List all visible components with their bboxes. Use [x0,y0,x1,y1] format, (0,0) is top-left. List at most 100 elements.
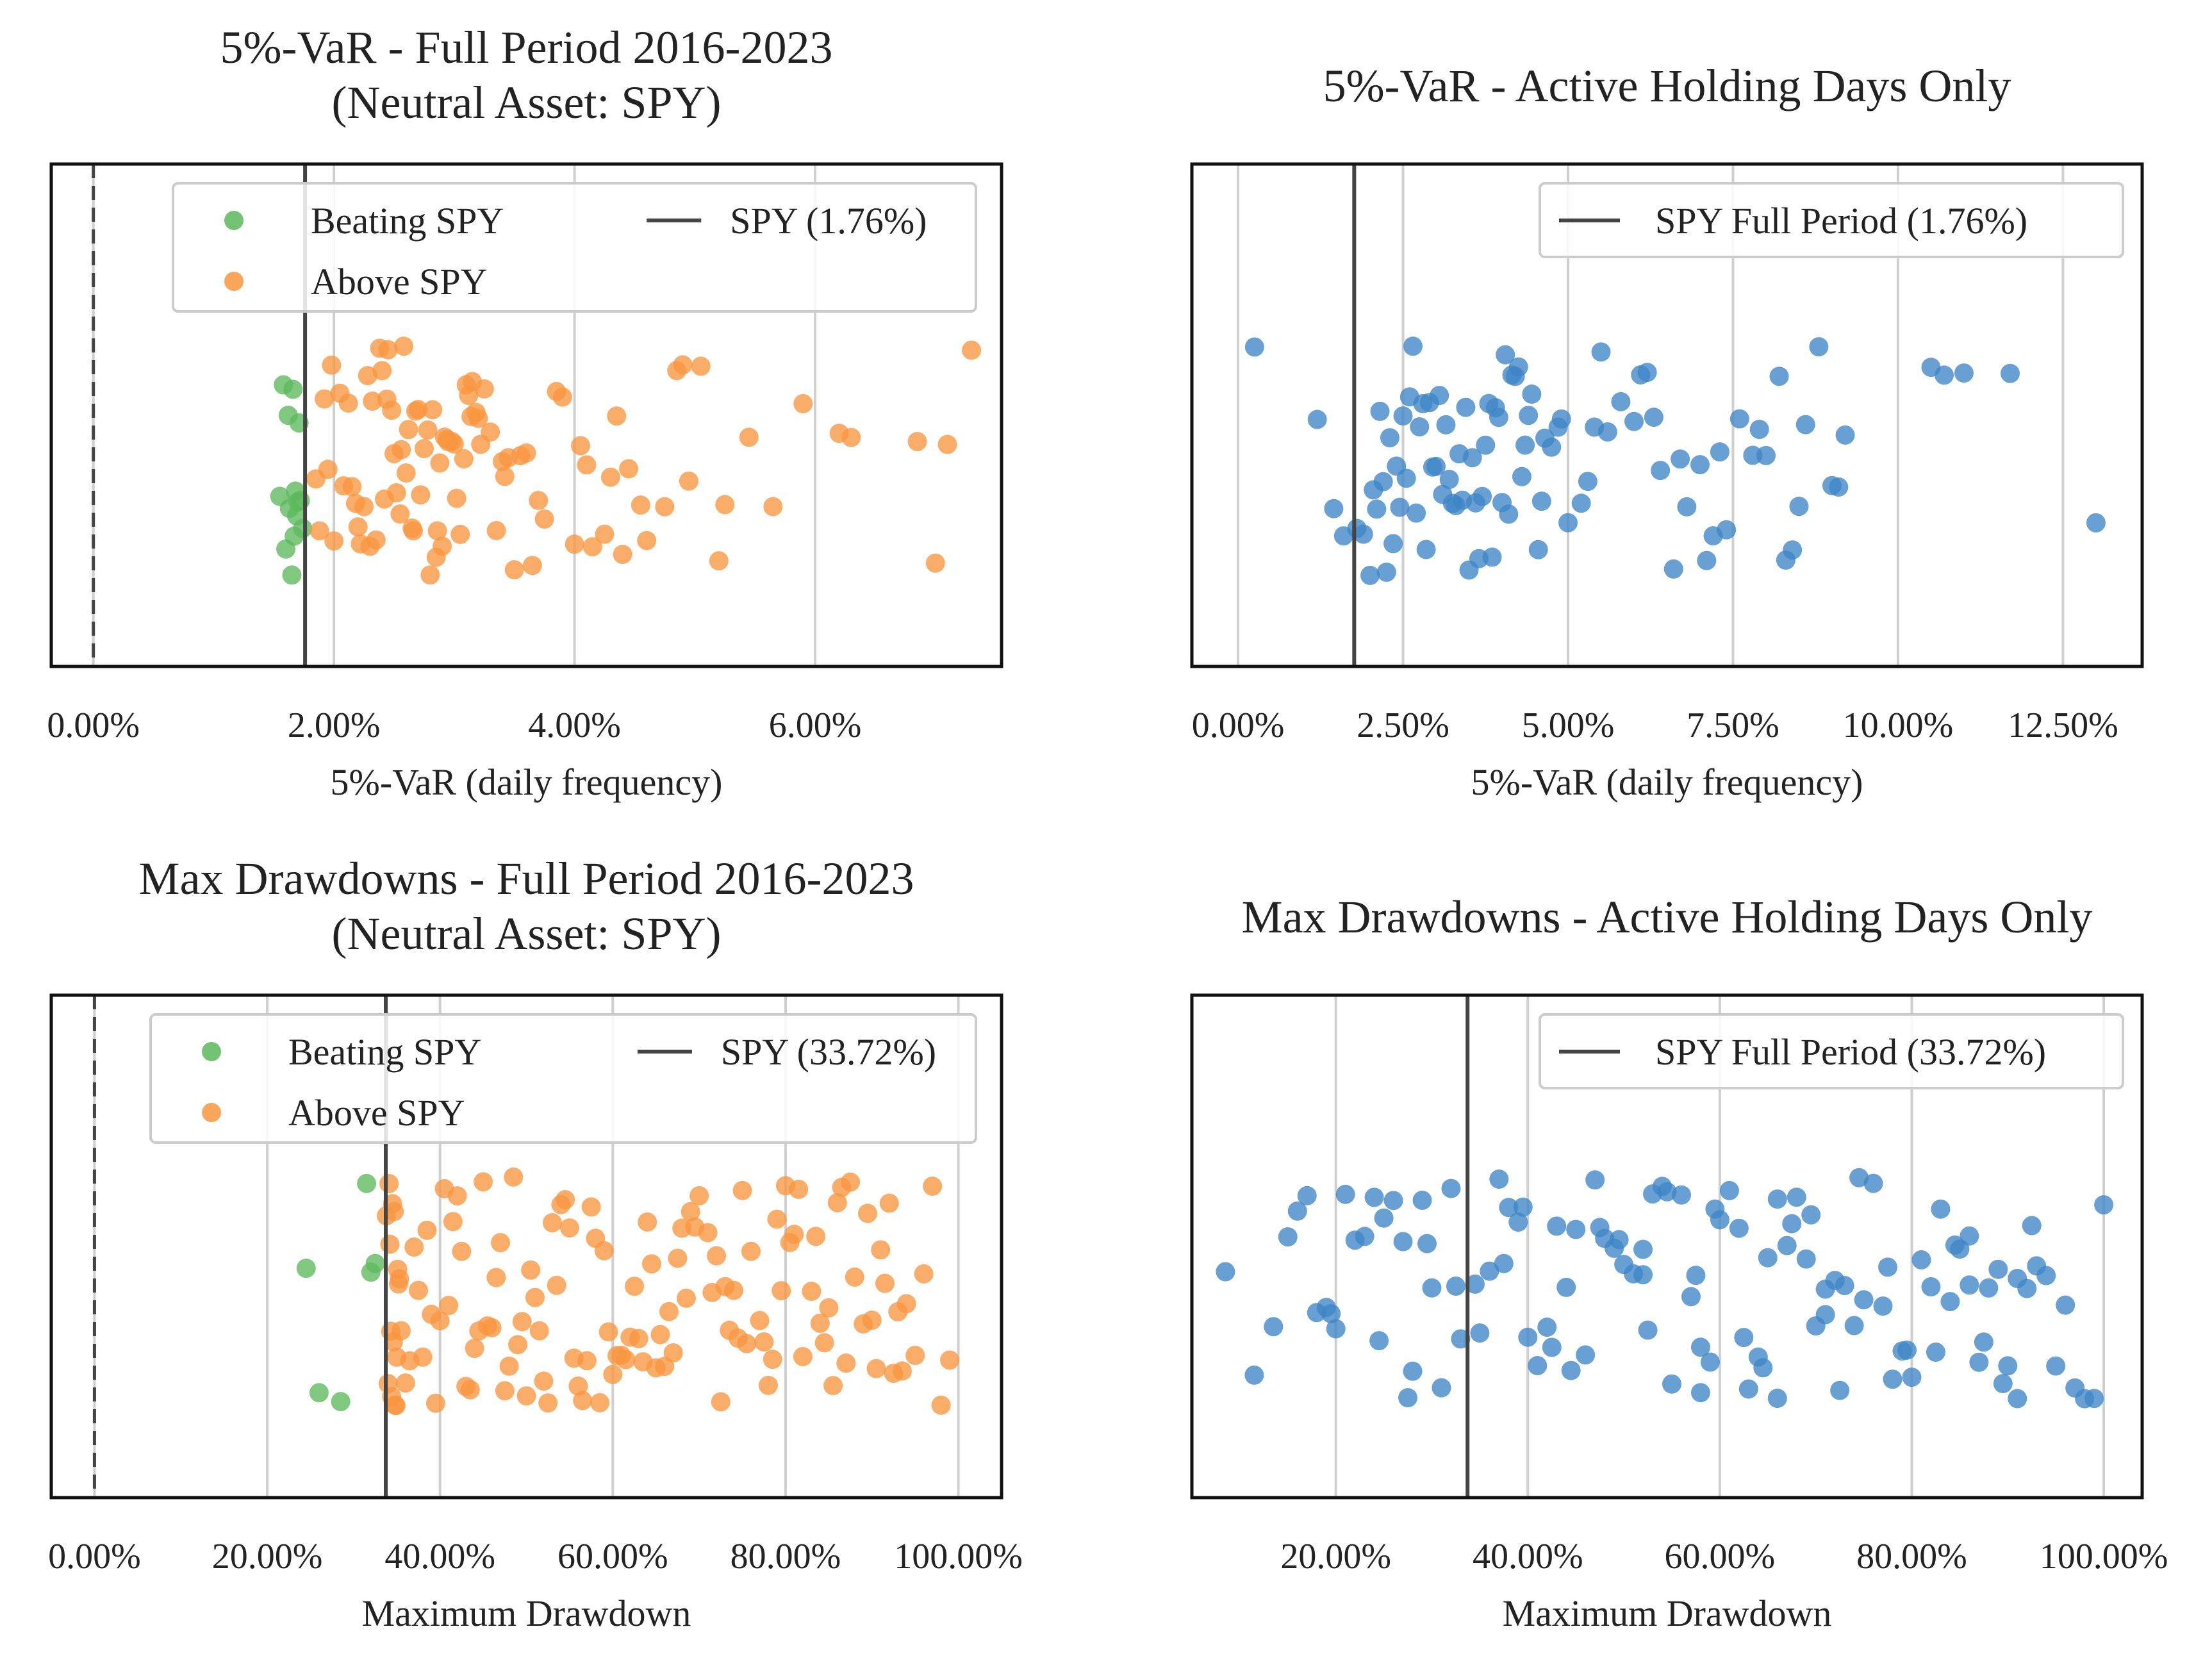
scatter-point [486,520,506,540]
scatter-point [1355,1227,1374,1246]
scatter-point [1393,406,1413,426]
scatter-point [1686,1266,1706,1286]
scatter-point [1710,442,1729,462]
scatter-point [1496,345,1515,365]
scatter-point [491,1233,511,1253]
scatter-point [465,1338,484,1358]
scatter-point [452,1241,472,1261]
scatter-point [459,385,479,405]
scatter-point [1449,444,1469,464]
scatter-point [538,1393,558,1413]
scatter-point [763,497,783,517]
x-tick-label: 0.00% [48,1537,141,1576]
scatter-point [1878,1257,1898,1277]
scatter-point [827,1193,847,1212]
scatter-point [395,1373,415,1393]
scatter-point [1993,1374,2013,1394]
chart-title-line: 5%-VaR - Active Holding Days Only [1323,60,2011,112]
scatter-point [1633,1265,1653,1285]
scatter-point [1499,1198,1519,1218]
scatter-point [1776,550,1795,570]
scatter-point [1519,406,1539,426]
scatter-point [338,393,358,413]
scatter-point [1998,1356,2018,1376]
scatter-point [404,521,424,541]
scatter-point [1459,560,1479,580]
scatter-point [1399,387,1419,407]
scatter-point [1508,1212,1528,1232]
scatter-point [577,455,597,475]
scatter-point [1590,1218,1610,1237]
scatter-point [1717,520,1737,540]
scatter-point [1376,562,1396,582]
scatter-point [1489,1169,1509,1189]
scatter-point [1911,1250,1931,1269]
scatter-point [1571,493,1591,513]
scatter-point [1264,1317,1283,1337]
scatter-point [504,560,524,580]
x-tick-label: 100.00% [894,1537,1023,1576]
scatter-point [1789,497,1809,517]
legend: SPY Full Period (1.76%) [1539,182,2124,258]
scatter-point [1638,1320,1658,1340]
scatter-point [516,1386,536,1406]
scatter-point [1364,480,1383,500]
legend-label: Above SPY [288,1092,465,1134]
legend: Beating SPY Above SPY SPY (33.72%) [149,1013,977,1144]
scatter-point [1835,425,1855,445]
scatter-point [907,432,927,452]
scatter-point [1335,1184,1355,1204]
x-tick-label: 5.00% [1522,706,1615,745]
scatter-point [379,1173,399,1193]
scatter-point [802,1282,821,1302]
scatter-point [925,553,945,573]
scatter-point [1537,1318,1557,1337]
legend-marker [202,1042,221,1061]
scatter-point [1353,524,1373,544]
scatter-point [594,1241,614,1261]
scatter-point [866,1359,886,1378]
scatter-point [715,495,735,515]
legend-label: SPY (33.72%) [721,1031,936,1073]
scatter-point [322,355,342,375]
scatter-point [1512,467,1531,486]
scatter-point [1926,1343,1945,1362]
scatter-point [631,495,650,515]
scatter-point [1960,1226,1979,1246]
scatter-point [525,1287,545,1307]
scatter-point [1657,1182,1677,1202]
scatter-point [767,1209,787,1229]
x-axis-label: Maximum Drawdown [362,1592,691,1634]
plot-frame [49,993,1003,1500]
scatter-point [1419,393,1439,413]
scatter-point [1749,420,1769,440]
scatter-point [358,366,377,386]
scatter-point [443,1212,463,1232]
scatter-point [1360,565,1380,585]
scatter-point [1671,1185,1691,1205]
scatter-point [1690,455,1710,475]
scatter-point [351,534,370,554]
x-tick-label: 20.00% [212,1537,323,1576]
scatter-point [542,1213,562,1233]
scatter-point [810,1313,830,1333]
scatter-point [296,1259,316,1278]
scatter-point [1700,1352,1720,1372]
scatter-point [418,420,438,440]
scatter-point [1844,1316,1864,1335]
chart-title-line: Max Drawdowns - Full Period 2016-2023 [139,853,914,904]
scatter-point [754,1332,774,1352]
x-tick-label: 40.00% [1473,1537,1583,1576]
scatter-point [2094,1195,2114,1215]
scatter-point [1522,384,1542,404]
scatter-point [377,389,397,409]
chart-panel-3: Max Drawdowns - Full Period 2016-2023(Ne… [48,853,1023,1634]
scatter-point [1753,1358,1773,1378]
scatter-point [1422,1278,1442,1298]
scatter-point [318,459,338,479]
scatter-point [392,440,411,459]
scatter-point [460,1380,480,1400]
chart-title-line: (Neutral Asset: SPY) [332,77,722,128]
scatter-point [1412,1191,1432,1211]
legend-label: Beating SPY [311,200,504,242]
